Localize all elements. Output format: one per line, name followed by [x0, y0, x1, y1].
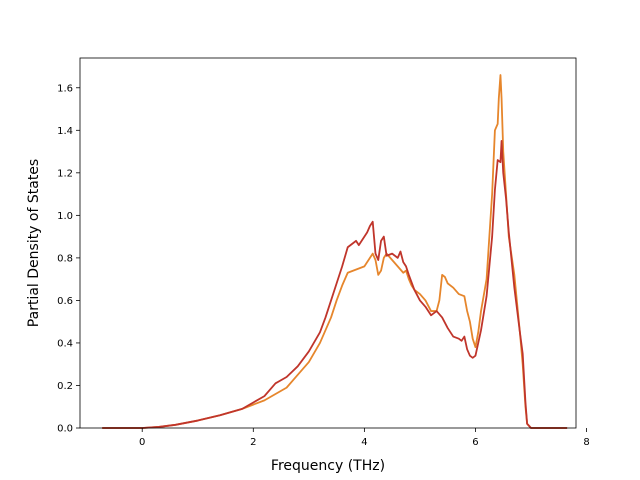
axes-layer: 0 2 4 6 8 0.0 0.2 0.4 0.6 0.8 1.0 1.2 1.4 1.6	[57, 83, 590, 448]
y-tick-label: 0.6	[57, 296, 73, 307]
x-tick-label: 4	[361, 437, 367, 448]
y-axis-label: Partial Density of States	[26, 159, 42, 327]
y-tick-label: 1.0	[57, 211, 73, 222]
y-tick-label: 0.8	[57, 253, 73, 264]
y-tick-label: 0.4	[57, 338, 73, 349]
x-tick-label: 6	[472, 437, 478, 448]
y-tick-label: 0.2	[57, 381, 73, 392]
series-line-1	[102, 74, 568, 429]
x-tick-label: 2	[250, 437, 256, 448]
y-tick-label: 1.4	[57, 126, 73, 137]
plot-frame	[79, 57, 577, 429]
y-tick-label: 1.2	[57, 168, 73, 179]
series-layer	[102, 74, 568, 429]
x-tick-label: 0	[139, 437, 145, 448]
y-tick-label: 0.0	[57, 424, 73, 435]
x-tick-label: 8	[583, 437, 589, 448]
x-axis-label: Frequency (THz)	[271, 458, 385, 474]
y-tick-label: 1.6	[57, 83, 73, 94]
series-line-2	[102, 140, 568, 429]
